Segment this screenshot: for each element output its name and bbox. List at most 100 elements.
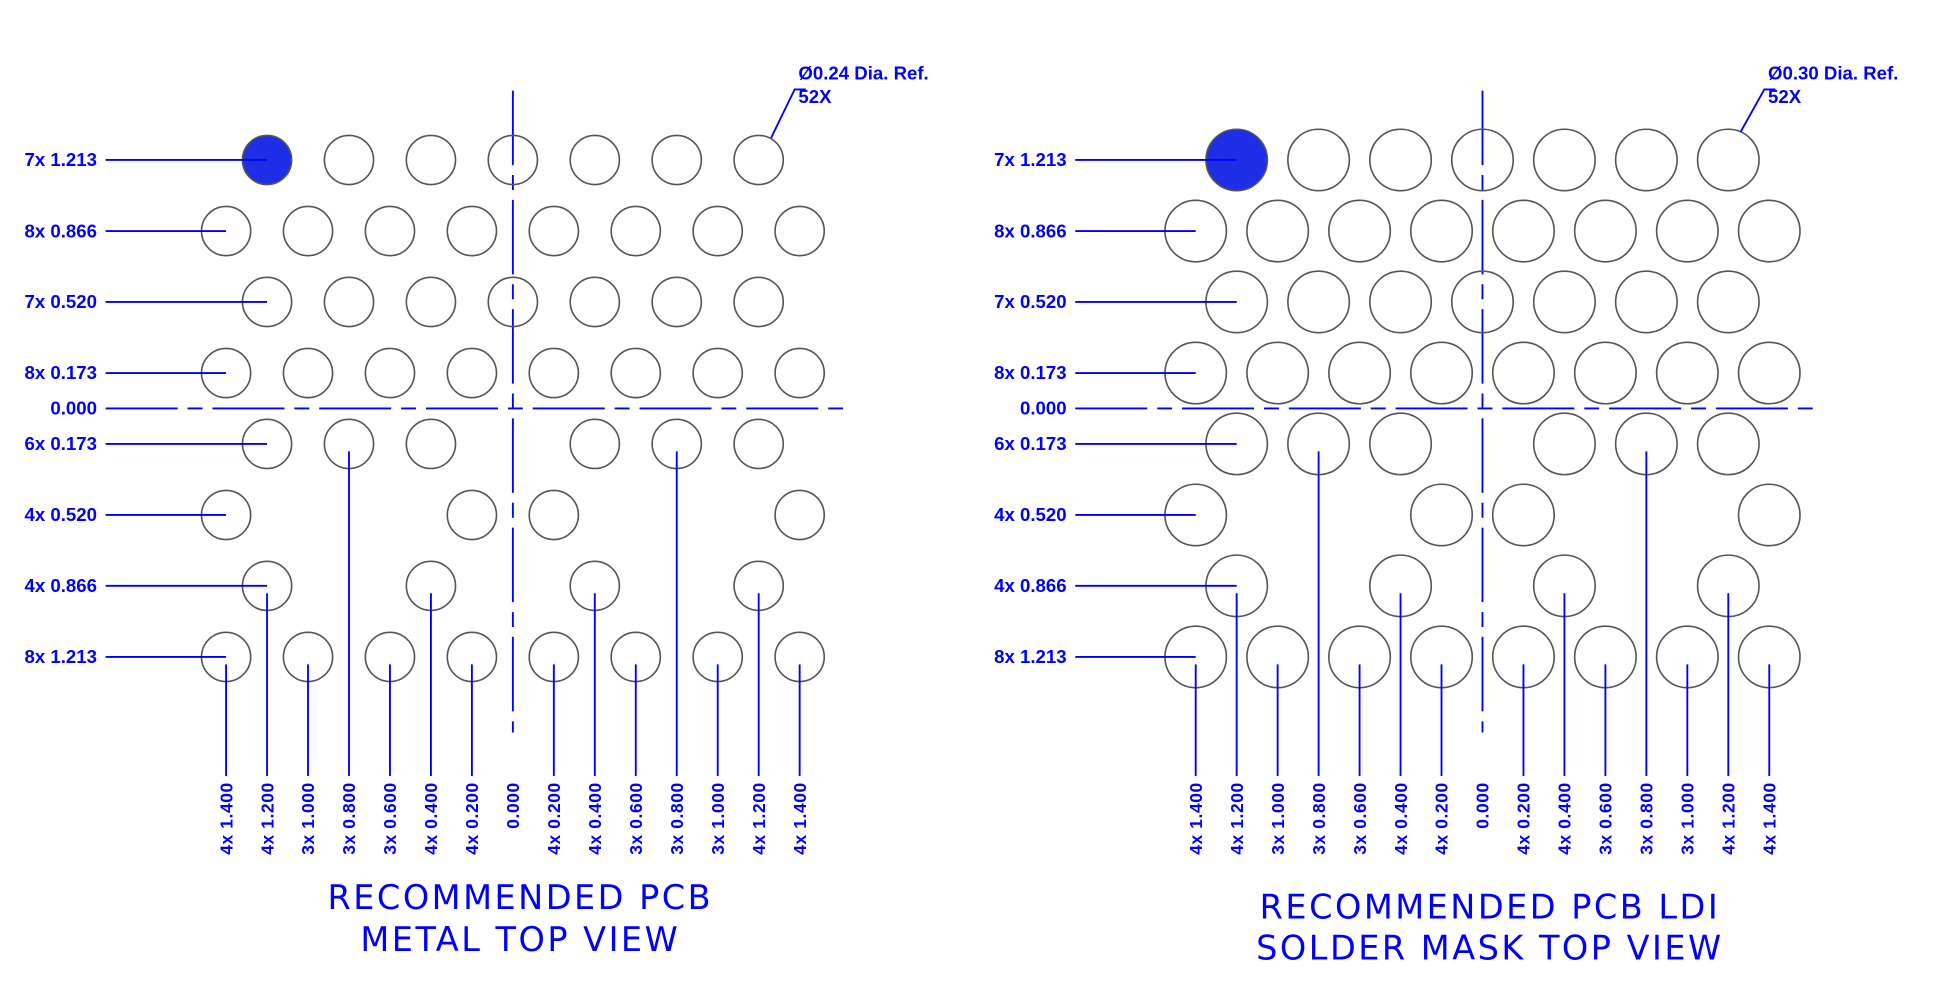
row-dimension-label: 7x 1.213 — [994, 149, 1066, 170]
column-dimension-label: 3x 1.000 — [708, 782, 728, 855]
column-dimension-label: 3x 1.000 — [1678, 782, 1698, 855]
row-dimension-label: 6x 0.173 — [25, 433, 97, 454]
pad — [610, 347, 662, 399]
column-dimension-label: 4x 0.200 — [1432, 782, 1452, 855]
row-dimension-label: 4x 0.866 — [25, 575, 97, 596]
pad — [1369, 270, 1433, 334]
pad-diameter-callout: Ø0.24 Dia. Ref. — [798, 62, 928, 83]
column-dimension-label: 0.000 — [503, 782, 523, 829]
row-dimension-label: 8x 0.173 — [994, 362, 1066, 383]
pad — [446, 489, 498, 541]
pad — [1655, 199, 1719, 263]
column-dimension-label: 4x 0.400 — [1391, 782, 1411, 855]
column-dimension-label: 4x 1.200 — [257, 782, 277, 855]
callout-leader — [1739, 88, 1776, 133]
pad — [487, 276, 539, 328]
view-title-line1: RECOMMENDED PCB LDI — [1260, 888, 1721, 927]
row-dimension-label: 8x 1.213 — [994, 646, 1066, 667]
pad — [1532, 270, 1596, 334]
pad — [651, 276, 703, 328]
pad — [569, 418, 621, 470]
row-dimension-label: 8x 1.213 — [25, 646, 97, 667]
pad — [1409, 341, 1474, 405]
column-dimension-label: 4x 0.400 — [1555, 782, 1575, 855]
pad-diameter-callout: Ø0.30 Dia. Ref. — [1768, 62, 1898, 83]
pad — [1491, 341, 1555, 405]
pad — [282, 347, 334, 399]
column-dimension-label: 4x 1.200 — [749, 782, 769, 855]
pad — [610, 205, 662, 257]
pad — [733, 134, 785, 186]
pad — [1328, 199, 1392, 263]
pad-count-callout: 52X — [798, 86, 832, 107]
pad — [1696, 128, 1760, 192]
pad — [774, 205, 826, 257]
column-dimension-label: 4x 0.400 — [585, 782, 605, 855]
pad — [446, 205, 498, 257]
column-dimension-label: 3x 0.800 — [667, 782, 687, 855]
pad — [528, 347, 580, 399]
row-dimension-label: 7x 1.213 — [25, 149, 97, 170]
row-dimension-label: 7x 0.520 — [25, 291, 97, 312]
pad — [1450, 270, 1515, 334]
metal-top-view: 7x 1.213 8x 0.866 7x 0.520 8x 0.173 0.000 6x … — [25, 62, 929, 959]
pad — [1409, 199, 1474, 263]
pad — [528, 489, 580, 541]
pad — [405, 276, 457, 328]
pad — [1450, 128, 1515, 192]
pad — [1369, 412, 1433, 476]
pad — [1369, 128, 1433, 192]
row-dimension-label: 8x 0.866 — [994, 220, 1066, 241]
pad — [1737, 341, 1801, 405]
column-dimension-label: 4x 0.200 — [1514, 782, 1534, 855]
column-dimension-label: 3x 1.000 — [298, 782, 318, 855]
view-title-line2: METAL TOP VIEW — [360, 920, 680, 959]
pad — [1287, 128, 1351, 192]
column-dimension-label: 3x 0.600 — [1350, 782, 1370, 855]
pad — [1246, 199, 1310, 263]
column-dimension-label: 3x 0.600 — [1596, 782, 1616, 855]
pad — [774, 489, 826, 541]
pad — [1655, 341, 1719, 405]
pad — [692, 205, 744, 257]
pad — [1573, 341, 1637, 405]
pad — [1573, 199, 1637, 263]
row-dimension-label: 8x 0.173 — [25, 362, 97, 383]
row-dimension-label: 0.000 — [50, 398, 97, 419]
pad — [1737, 199, 1801, 263]
row-dimension-label: 6x 0.173 — [994, 433, 1066, 454]
pad — [364, 347, 416, 399]
pad — [487, 134, 539, 186]
pad — [1614, 270, 1678, 334]
pad — [1491, 199, 1555, 263]
pad — [1287, 270, 1351, 334]
pad — [1696, 412, 1760, 476]
pad — [692, 347, 744, 399]
pad — [1246, 341, 1310, 405]
column-dimension-label: 4x 1.200 — [1227, 782, 1247, 855]
column-dimension-label: 4x 0.200 — [544, 782, 564, 855]
pad — [569, 134, 621, 186]
column-dimension-label: 3x 1.000 — [1268, 782, 1288, 855]
row-dimension-label: 0.000 — [1020, 398, 1067, 419]
callout-leader — [770, 88, 806, 139]
pad — [651, 134, 703, 186]
row-dimension-label: 8x 0.866 — [25, 220, 97, 241]
column-dimension-label: 4x 1.400 — [1186, 782, 1206, 855]
column-dimension-label: 4x 1.400 — [216, 782, 236, 855]
pad — [733, 418, 785, 470]
column-dimension-label: 4x 1.400 — [1759, 782, 1779, 855]
row-dimension-label: 4x 0.520 — [25, 504, 97, 525]
column-dimension-label: 3x 0.600 — [626, 782, 646, 855]
pad — [446, 347, 498, 399]
pad — [405, 418, 457, 470]
pad — [1532, 412, 1596, 476]
pad — [1328, 341, 1392, 405]
pad — [323, 276, 375, 328]
column-dimension-label: 3x 0.800 — [339, 782, 359, 855]
column-dimension-label: 4x 0.200 — [462, 782, 482, 855]
pad — [733, 276, 785, 328]
pad — [528, 205, 580, 257]
row-dimension-label: 4x 0.520 — [994, 504, 1066, 525]
